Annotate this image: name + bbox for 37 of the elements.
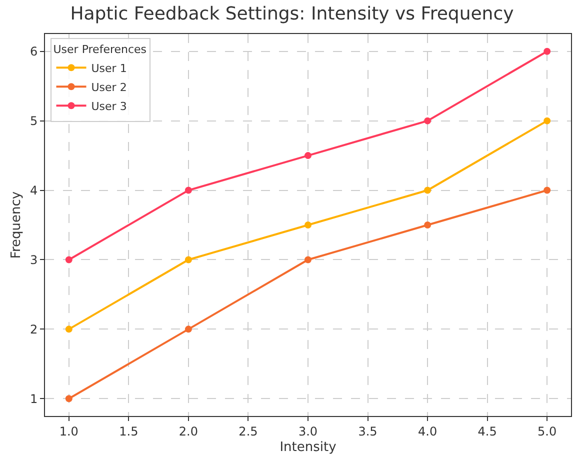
point — [304, 152, 312, 160]
point — [184, 256, 192, 264]
x-tick-label: 4.0 — [418, 424, 438, 438]
point — [544, 117, 551, 124]
y-axis-title: Frequency — [8, 191, 24, 259]
y-tick-label: 1 — [30, 392, 38, 406]
point — [424, 222, 432, 228]
x-tick-label: 4.5 — [478, 424, 497, 438]
point — [424, 186, 432, 194]
x-tick-label: 1.0 — [59, 424, 78, 438]
x-tick-label: 2.5 — [238, 424, 258, 438]
legend-label: User 2 — [91, 80, 127, 94]
chart-title: Haptic Feedback Settings: Intensity vs Frequency — [70, 4, 514, 25]
legend-label: User 3 — [91, 100, 127, 113]
y-tick-label: 3 — [30, 252, 38, 267]
point — [184, 186, 192, 194]
x-tick-label: 1.5 — [119, 424, 138, 438]
point — [544, 186, 551, 194]
point — [544, 48, 551, 55]
y-tick-label: 6 — [30, 44, 38, 59]
x-axis-title: Intensity — [280, 440, 337, 455]
point — [424, 117, 432, 124]
point — [65, 326, 72, 333]
point — [304, 222, 312, 228]
point — [304, 256, 312, 264]
legend-title: User Preferences — [53, 43, 147, 56]
point — [65, 256, 72, 264]
legend-label: User 1 — [91, 62, 127, 75]
y-tick-label: 5 — [30, 114, 38, 128]
point — [184, 326, 192, 333]
point — [65, 395, 72, 402]
x-tick-label: 3.5 — [358, 424, 378, 438]
x-tick-label: 3.0 — [298, 424, 318, 438]
y-tick-label: 2 — [30, 322, 38, 336]
x-tick-label: 5.0 — [538, 424, 557, 438]
x-tick-label: 2.0 — [178, 424, 198, 438]
y-tick-label: 4 — [30, 183, 38, 198]
